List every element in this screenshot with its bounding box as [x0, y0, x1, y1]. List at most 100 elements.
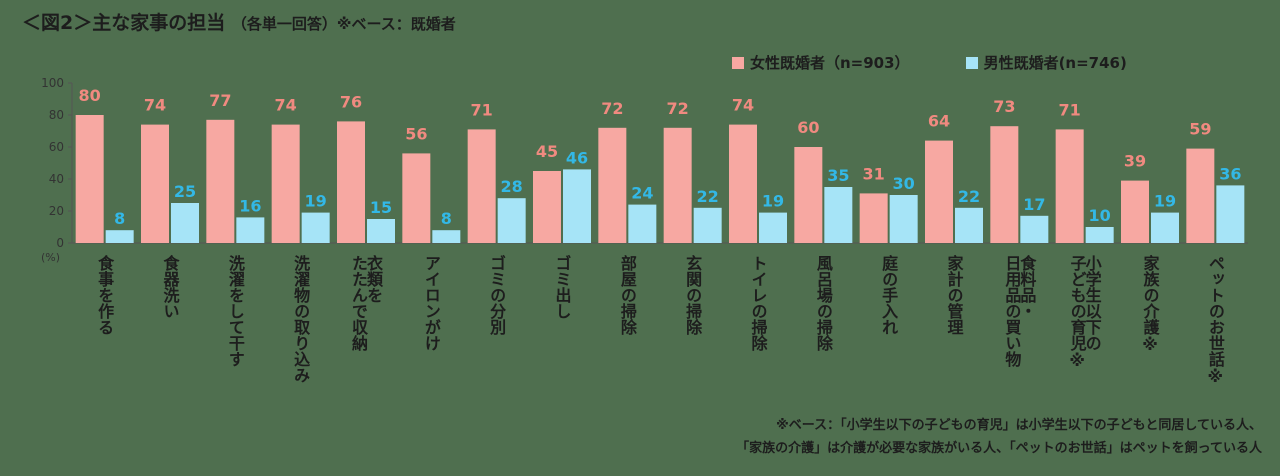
y-tick-label: 20 — [49, 204, 64, 218]
bar-male — [105, 230, 134, 243]
data-label-female: 72 — [667, 99, 689, 118]
bar-female — [663, 127, 692, 243]
bar-male — [301, 212, 330, 243]
data-label-male: 35 — [827, 166, 849, 185]
data-label-male: 22 — [958, 187, 980, 206]
bar-female — [925, 140, 953, 243]
bar-male — [432, 230, 461, 243]
footnote-line-1: ※ベース：「小学生以下の子どもの育児」は小学生以下の子どもと同居している人、 — [776, 418, 1262, 433]
bar-male — [1020, 215, 1049, 243]
category-label: 小学生以下の子どもの育児※ — [1068, 255, 1102, 370]
data-label-female: 60 — [797, 118, 819, 137]
bar-female — [271, 124, 300, 243]
data-label-male: 8 — [441, 209, 452, 228]
bar-male — [367, 219, 395, 243]
data-label-male: 36 — [1219, 164, 1241, 183]
data-label-female: 71 — [1059, 100, 1081, 119]
data-label-male: 24 — [631, 184, 653, 203]
data-label-male: 10 — [1089, 206, 1111, 225]
bar-male — [1151, 212, 1179, 243]
bar-female — [467, 129, 496, 243]
footnote-line-2: 「家族の介護」は介護が必要な家族がいる人、「ペットのお世話」はペットを飼っている… — [736, 441, 1262, 456]
category-label: 食料品・日用品の買い物 — [1002, 254, 1037, 368]
legend-swatch-male — [965, 56, 978, 69]
legend-swatch-female — [732, 56, 744, 69]
legend-item-male: 男性既婚者(n=746) — [965, 52, 1127, 73]
chart-title: ＜図2＞主な家事の担当 （各単一回答）※ベース：既婚者 — [22, 8, 456, 35]
bar-male — [628, 204, 657, 243]
chart-title-sub: （各単一回答）※ベース：既婚者 — [231, 15, 456, 33]
bar-male — [1085, 227, 1114, 243]
bar-male — [955, 207, 983, 243]
category-label: ゴミ出し — [553, 254, 572, 319]
data-label-female: 74 — [144, 96, 166, 115]
data-label-female: 39 — [1124, 152, 1146, 171]
bar-female — [141, 124, 169, 243]
bar-male — [889, 195, 918, 243]
bar-female — [533, 171, 561, 243]
bar-male — [824, 187, 853, 243]
category-label: ペットのお世話※ — [1206, 255, 1225, 386]
category-label: トイレの掃除 — [749, 255, 768, 352]
bar-female — [859, 193, 888, 243]
data-label-female: 74 — [732, 96, 754, 115]
y-tick-label: 80 — [49, 108, 64, 122]
category-label: アイロンがけ — [422, 255, 441, 351]
bar-female — [402, 153, 431, 243]
data-label-female: 64 — [928, 112, 950, 131]
data-label-female: 76 — [340, 92, 362, 111]
data-label-female: 59 — [1189, 120, 1211, 139]
data-label-female: 45 — [536, 142, 558, 161]
data-label-female: 77 — [209, 91, 231, 110]
data-label-male: 19 — [1154, 192, 1176, 211]
data-label-male: 15 — [370, 198, 392, 217]
data-label-male: 19 — [762, 192, 784, 211]
data-label-female: 56 — [405, 124, 427, 143]
legend: 女性既婚者（n=903） 男性既婚者(n=746) — [732, 52, 1127, 73]
y-tick-label: 40 — [49, 172, 64, 186]
bar-female — [337, 121, 365, 243]
bar-male — [171, 203, 199, 243]
data-label-female: 72 — [601, 99, 623, 118]
data-label-male: 30 — [893, 174, 915, 193]
bar-female — [794, 147, 823, 243]
data-label-female: 74 — [275, 96, 297, 115]
data-label-female: 31 — [863, 164, 885, 183]
legend-label-female: 女性既婚者（n=903） — [750, 54, 910, 72]
category-label: 庭の手入れ — [879, 254, 898, 335]
bar-female — [206, 119, 235, 243]
legend-item-female: 女性既婚者（n=903） — [732, 52, 910, 73]
data-label-male: 8 — [114, 209, 125, 228]
category-label: 洗濯物の取り込み — [291, 254, 310, 383]
bar-male — [236, 217, 265, 243]
data-label-female: 71 — [471, 100, 493, 119]
bar-female — [990, 126, 1019, 243]
category-label: 食器洗い — [161, 254, 181, 319]
data-label-male: 17 — [1023, 195, 1045, 214]
data-label-male: 19 — [305, 192, 327, 211]
category-label: 洗濯をして干す — [226, 254, 245, 367]
data-label-male: 28 — [501, 177, 523, 196]
bar-female — [1121, 180, 1149, 243]
category-label: 風呂場の掃除 — [814, 255, 833, 352]
bar-male — [563, 169, 591, 243]
category-label: 食事を作る — [95, 254, 115, 335]
bar-female — [729, 124, 757, 243]
y-tick-label: 0 — [56, 236, 64, 250]
category-label: 部屋の掃除 — [618, 254, 637, 336]
bar-female — [75, 115, 104, 243]
data-label-female: 80 — [79, 86, 101, 105]
bar-female — [598, 127, 627, 243]
category-label: 玄関の掃除 — [683, 254, 702, 336]
bar-male — [1216, 185, 1245, 243]
bar-female — [1186, 148, 1215, 243]
y-tick-label: 60 — [49, 140, 64, 154]
category-label: 家計の管理 — [945, 254, 964, 335]
chart-title-main: ＜図2＞主な家事の担当 — [22, 12, 226, 34]
category-label: 家族の介護※ — [1141, 254, 1161, 354]
y-tick-label: 100 — [41, 76, 64, 90]
data-label-male: 25 — [174, 182, 196, 201]
legend-label-male: 男性既婚者(n=746) — [983, 54, 1127, 72]
bar-male — [497, 198, 526, 243]
